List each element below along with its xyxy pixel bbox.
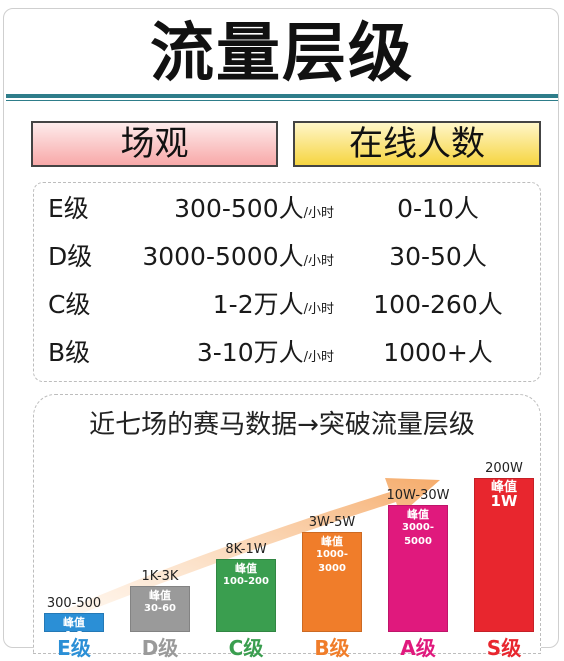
peak-label: 峰值	[149, 589, 171, 602]
bar-top-label: 300-500	[46, 596, 102, 611]
online-value: 1000+人	[383, 338, 493, 367]
bar-top-label: 10W-30W	[386, 488, 450, 503]
bar-1: 峰值 1-8	[44, 613, 104, 641]
category-label: B级	[314, 636, 350, 660]
category-label: C级	[228, 636, 264, 660]
title-divider	[6, 94, 558, 98]
bar-4: 峰值 1000-3000	[302, 532, 362, 632]
bar-5: 峰值 3000-5000	[388, 505, 448, 632]
category-label: D级	[141, 636, 179, 660]
table-row: E级 300-500人/小时 0-10人	[34, 185, 542, 233]
views-header: 场观	[31, 121, 278, 167]
category-label: A级	[400, 636, 436, 660]
peak-value: 1W	[490, 492, 518, 510]
views-value: 1-2万人/小时	[212, 290, 334, 319]
peak-value: 1000-3000	[316, 549, 348, 574]
bar-top-label: 1K-3K	[141, 569, 179, 584]
page-title: 流量层级	[150, 17, 414, 91]
table-row: B级 3-10万人/小时 1000+人	[34, 329, 542, 377]
level-label: C级	[48, 290, 91, 319]
category-label: S级	[486, 636, 522, 660]
bar-top-label: 200W	[485, 461, 523, 476]
watermark: …	[494, 636, 504, 647]
peak-label: 峰值	[63, 616, 85, 629]
bar-top-label: 8K-1W	[225, 542, 267, 557]
level-label: D级	[48, 242, 93, 271]
peak-label: 峰值	[490, 480, 517, 495]
bar-3: 峰值 100-200	[216, 559, 276, 632]
level-label: E级	[48, 194, 89, 223]
chart-panel	[33, 394, 541, 654]
level-label: B级	[48, 338, 91, 367]
online-value: 0-10人	[397, 194, 479, 223]
category-label: E级	[57, 636, 91, 660]
levels-table: E级 300-500人/小时 0-10人 D级 3000-5000人/小时 30…	[33, 182, 541, 382]
bar-top-label: 3W-5W	[308, 515, 356, 530]
peak-label: 峰值	[321, 535, 343, 548]
views-value: 300-500人/小时	[174, 194, 334, 223]
views-value: 3000-5000人/小时	[142, 242, 334, 271]
online-value: 100-260人	[373, 290, 503, 319]
title-divider-thin	[6, 100, 558, 101]
peak-value: 1-8	[64, 630, 84, 641]
peak-value: 100-200	[223, 576, 269, 587]
bar-6: 峰值 1W	[474, 478, 534, 632]
online-value: 30-50人	[389, 242, 487, 271]
peak-value: 3000-5000	[402, 522, 434, 547]
peak-label: 峰值	[407, 508, 429, 521]
table-row: D级 3000-5000人/小时 30-50人	[34, 233, 542, 281]
online-header: 在线人数	[293, 121, 541, 167]
bar-2: 峰值 30-60	[130, 586, 190, 632]
peak-label: 峰值	[235, 562, 257, 575]
table-row: C级 1-2万人/小时 100-260人	[34, 281, 542, 329]
peak-value: 30-60	[144, 603, 176, 614]
chart-title: 近七场的赛马数据→突破流量层级	[89, 410, 475, 440]
views-value: 3-10万人/小时	[196, 338, 334, 367]
